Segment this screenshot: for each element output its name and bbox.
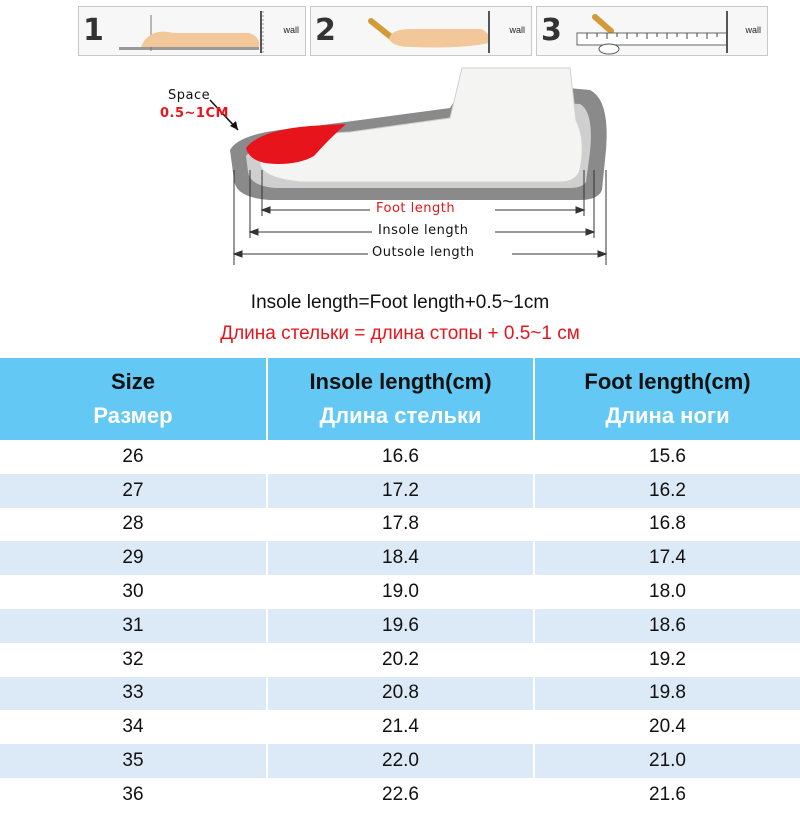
step-3-number: 3 <box>541 13 562 48</box>
header-ru: Длина ноги <box>605 403 730 428</box>
header-en: Insole length(cm) <box>309 369 492 394</box>
table-row: 32 20.2 19.2 <box>0 642 800 677</box>
table-row: 36 22.6 21.6 <box>0 777 800 812</box>
foot-length-cell: 21.0 <box>534 744 800 778</box>
size-cell: 33 <box>0 676 268 711</box>
table-row: 26 16.6 15.6 <box>0 440 800 474</box>
formula-english: Insole length=Foot length+0.5~1cm <box>250 292 550 313</box>
table-row: 31 19.6 18.6 <box>0 608 800 643</box>
header-size: Size Размер <box>0 358 268 440</box>
space-value: 0.5~1CM <box>160 106 229 121</box>
shoe-illustration <box>209 67 608 265</box>
insole-length-cell: 19.6 <box>267 608 535 643</box>
size-cell: 30 <box>0 575 268 609</box>
outsole-length-label: Outsole length <box>372 245 475 260</box>
insole-length-cell: 22.0 <box>267 744 535 778</box>
table-row: 35 22.0 21.0 <box>0 744 800 778</box>
header-ru: Размер <box>93 403 173 428</box>
foot-length-cell: 19.2 <box>534 642 800 677</box>
insole-length-label: Insole length <box>378 223 469 238</box>
size-cell: 32 <box>0 642 268 677</box>
table-header-row: Size Размер Insole length(cm) Длина стел… <box>0 358 800 440</box>
shoe-length-diagram: Space 0.5~1CM Foot length Insole length … <box>150 60 620 280</box>
space-label: Space <box>168 88 211 103</box>
foot-length-cell: 18.0 <box>534 575 800 609</box>
size-cell: 27 <box>0 473 268 508</box>
table-row: 30 19.0 18.0 <box>0 575 800 609</box>
foot-length-cell: 20.4 <box>534 710 800 745</box>
foot-length-cell: 17.4 <box>534 541 800 576</box>
table-row: 29 18.4 17.4 <box>0 541 800 576</box>
size-cell: 34 <box>0 710 268 745</box>
step-2-number: 2 <box>315 13 336 48</box>
step-2-panel: 2 wall <box>310 6 532 56</box>
step-1-panel: 1 wall <box>78 6 306 56</box>
foot-length-cell: 16.2 <box>534 473 800 508</box>
step-3-panel: 3 wall <box>536 6 768 56</box>
step-3-wall-label: wall <box>745 25 761 35</box>
formula-russian: Длина стельки = длина стопы + 0.5~1 см <box>220 323 580 344</box>
insole-length-cell: 21.4 <box>267 710 535 745</box>
insole-length-cell: 20.8 <box>267 676 535 711</box>
header-en: Foot length(cm) <box>584 369 751 394</box>
foot-on-paper-icon <box>119 11 264 53</box>
foot-length-cell: 15.6 <box>534 440 800 474</box>
header-insole-length: Insole length(cm) Длина стельки <box>267 358 535 440</box>
step-1-number: 1 <box>83 13 104 48</box>
table-row: 34 21.4 20.4 <box>0 710 800 745</box>
size-cell: 26 <box>0 440 268 474</box>
insole-length-cell: 22.6 <box>267 777 535 812</box>
size-cell: 28 <box>0 507 268 542</box>
size-cell: 36 <box>0 777 268 812</box>
insole-length-cell: 17.8 <box>267 507 535 542</box>
size-cell: 31 <box>0 608 268 643</box>
foot-length-label: Foot length <box>376 201 456 216</box>
header-ru: Длина стельки <box>319 403 482 428</box>
insole-length-cell: 17.2 <box>267 473 535 508</box>
measuring-steps: 1 wall 2 wall 3 <box>78 6 768 58</box>
header-foot-length: Foot length(cm) Длина ноги <box>534 358 800 440</box>
insole-length-cell: 19.0 <box>267 575 535 609</box>
foot-length-cell: 21.6 <box>534 777 800 812</box>
foot-length-cell: 19.8 <box>534 676 800 711</box>
table-body: 26 16.6 15.6 27 17.2 16.2 28 17.8 16.8 29 18.4 17.4… <box>0 440 800 812</box>
header-en: Size <box>110 369 156 394</box>
insole-length-cell: 16.6 <box>267 440 535 474</box>
insole-length-cell: 18.4 <box>267 541 535 576</box>
foot-length-cell: 18.6 <box>534 608 800 643</box>
foot-outline-icon <box>368 11 490 53</box>
size-chart-table: Size Размер Insole length(cm) Длина стел… <box>0 358 800 812</box>
size-cell: 35 <box>0 744 268 778</box>
table-row: 27 17.2 16.2 <box>0 473 800 508</box>
size-cell: 29 <box>0 541 268 576</box>
step-1-wall-label: wall <box>283 25 299 35</box>
table-row: 33 20.8 19.8 <box>0 676 800 711</box>
foot-length-cell: 16.8 <box>534 507 800 542</box>
step-2-wall-label: wall <box>509 25 525 35</box>
table-row: 28 17.8 16.8 <box>0 507 800 542</box>
ruler-icon <box>576 11 728 55</box>
insole-length-cell: 20.2 <box>267 642 535 677</box>
